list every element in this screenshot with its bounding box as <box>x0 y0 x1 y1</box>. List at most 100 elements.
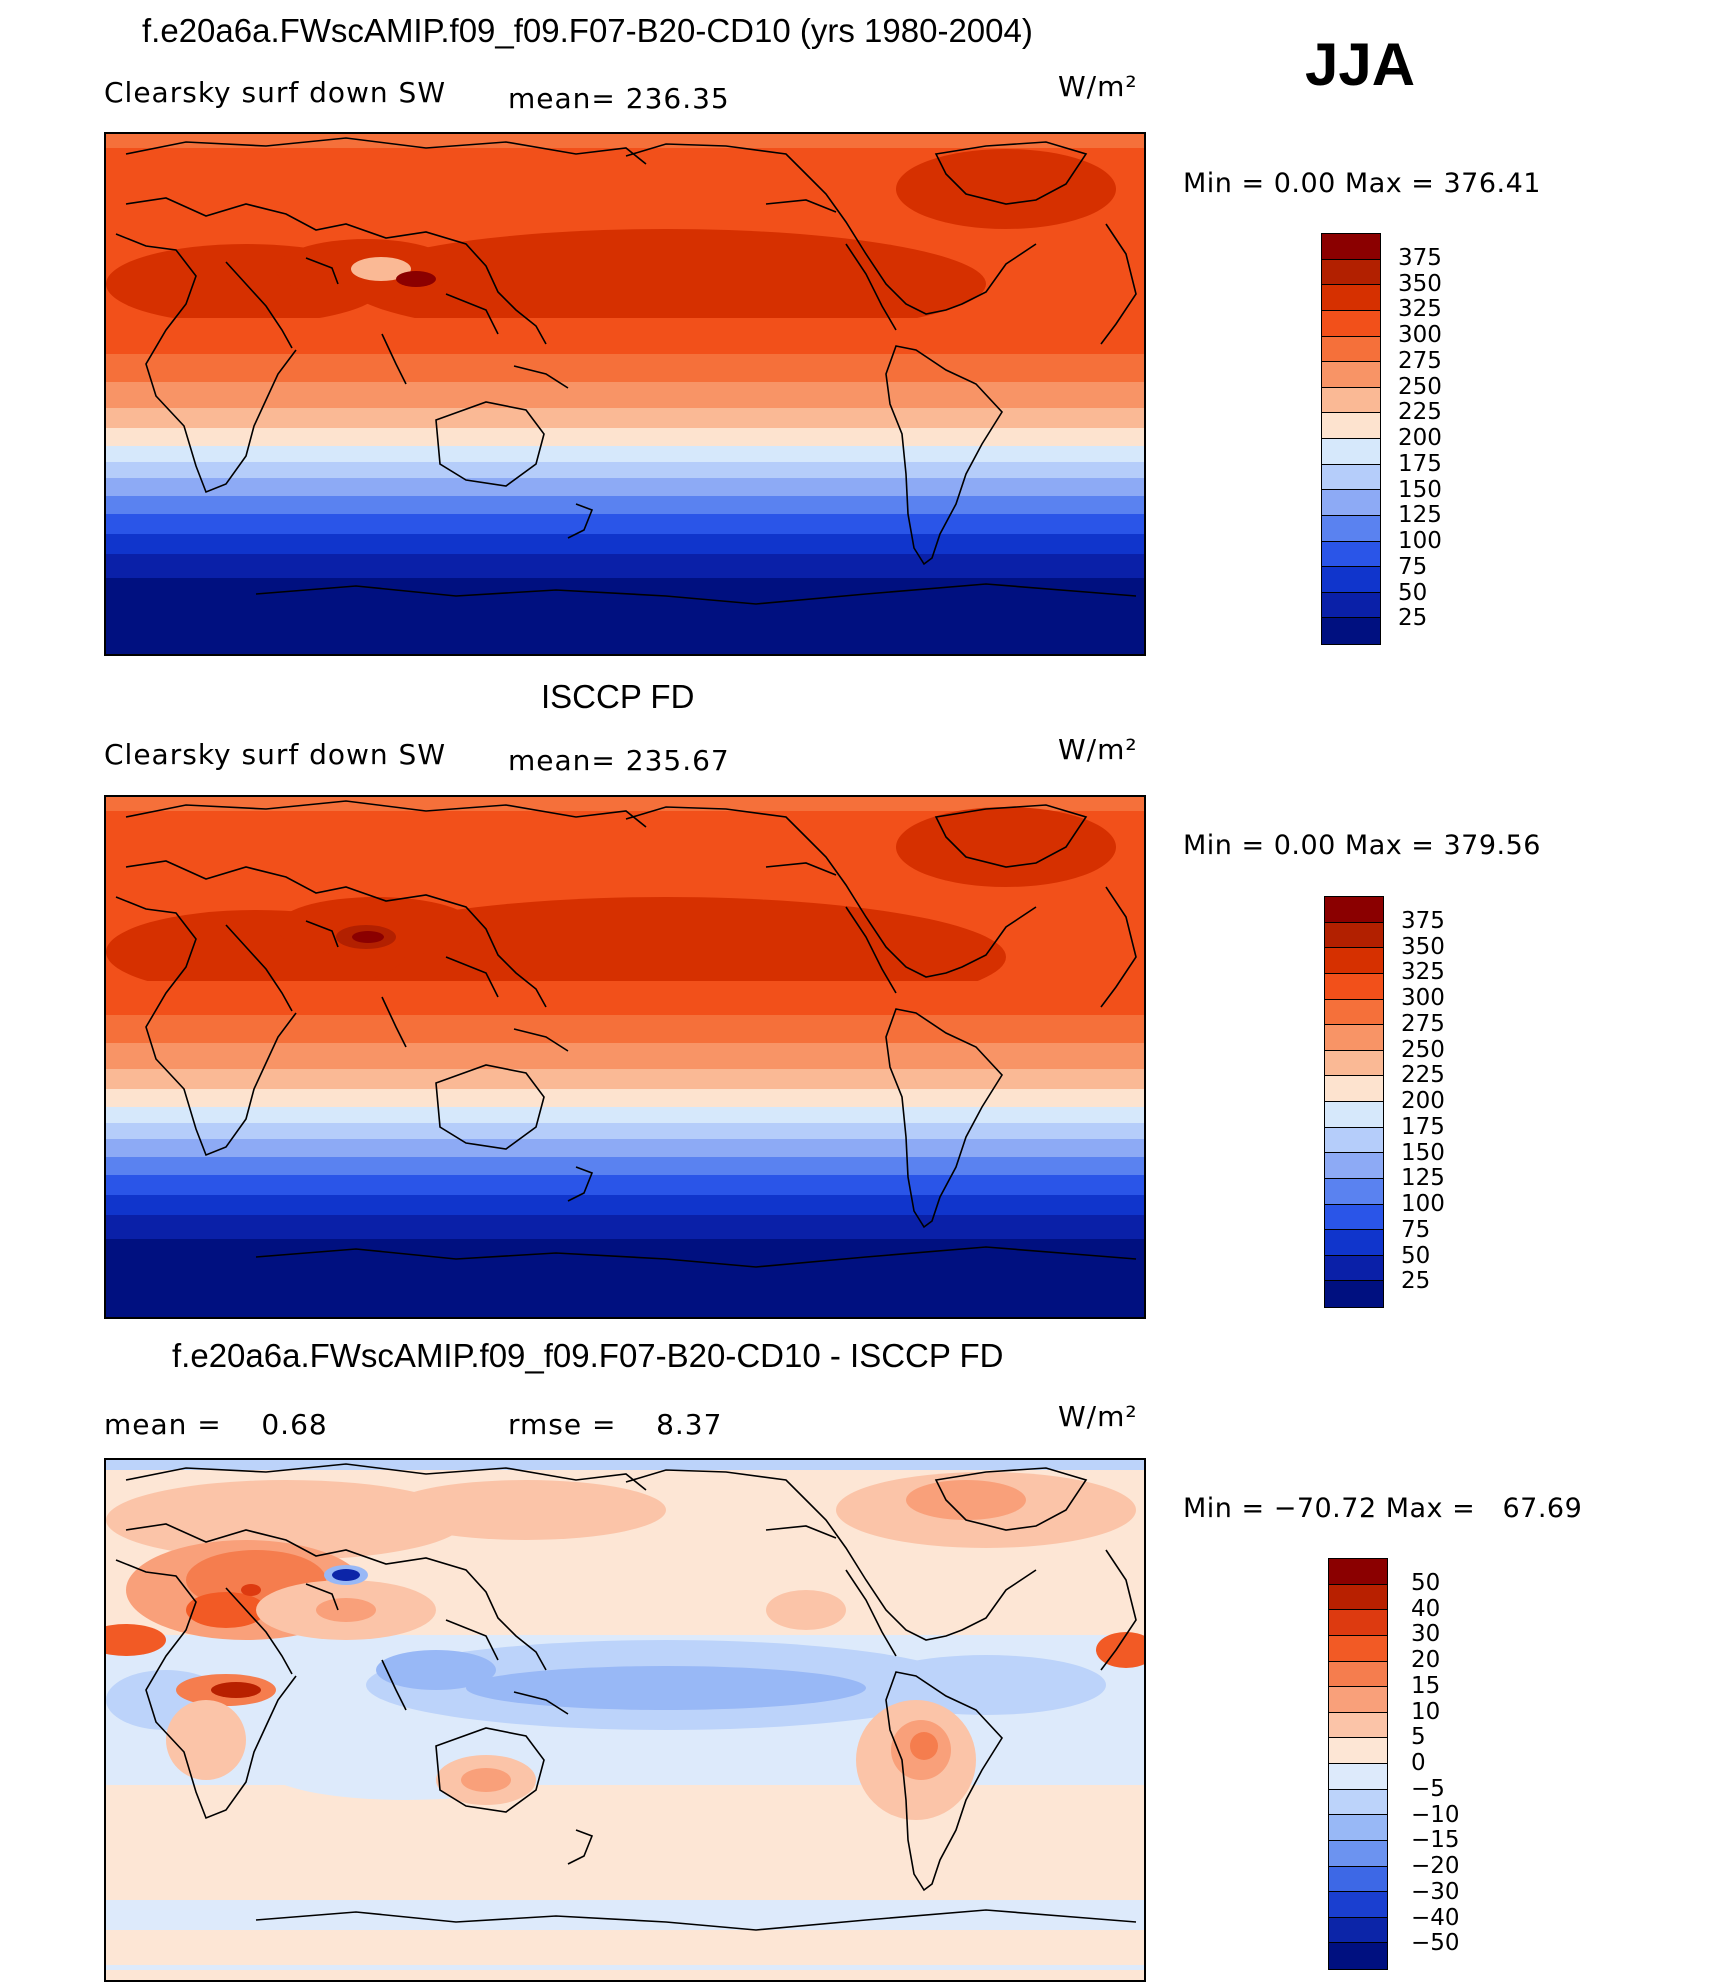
colorbar-tick-label: −15 <box>1411 1827 1460 1854</box>
colorbar-box <box>1329 1866 1387 1893</box>
colorbar-tick-label: 300 <box>1401 985 1445 1011</box>
colorbar-box <box>1322 592 1380 619</box>
colorbar-box <box>1329 1610 1387 1636</box>
colorbar-box <box>1325 897 1383 923</box>
panel-1-units: W/m² <box>1058 70 1138 103</box>
panel-1-variable: Clearsky surf down SW <box>104 76 447 109</box>
colorbar-box <box>1329 1764 1387 1790</box>
colorbar-box <box>1329 1917 1387 1944</box>
colorbar-tick-label: 350 <box>1401 933 1445 960</box>
colorbar-box <box>1325 1050 1383 1077</box>
colorbar-tick-label: 375 <box>1398 244 1442 271</box>
colorbar-box <box>1322 310 1380 337</box>
panel-3-colorbar <box>1328 1558 1388 1970</box>
colorbar-tick-label: 5 <box>1411 1724 1426 1751</box>
colorbar-tick-label: −50 <box>1411 1930 1460 1957</box>
colorbar-tick-label: 125 <box>1401 1165 1445 1192</box>
colorbar-box <box>1322 515 1380 542</box>
panel-1-field <box>106 134 1144 654</box>
panel-1-title: f.e20a6a.FWscAMIP.f09_f09.F07-B20-CD10 (… <box>142 12 1033 49</box>
panel-3-field <box>106 1460 1144 1980</box>
colorbar-box <box>1322 234 1380 260</box>
panel-3-colorbar-labels: 50 40 30 20 15 10 5 0 −5 −10 −15 −20 −30 −40 −50 <box>1411 0 1460 1955</box>
colorbar-box <box>1322 618 1380 644</box>
colorbar-box <box>1322 285 1380 311</box>
colorbar-tick-label: 375 <box>1401 907 1445 934</box>
colorbar-tick-label: 225 <box>1401 1062 1445 1089</box>
colorbar-box <box>1329 1712 1387 1739</box>
colorbar-box <box>1325 948 1383 974</box>
colorbar-tick-label: 300 <box>1398 322 1442 348</box>
colorbar-box <box>1329 1892 1387 1918</box>
colorbar-box <box>1329 1840 1387 1867</box>
colorbar-box <box>1322 336 1380 363</box>
colorbar-box <box>1325 1178 1383 1205</box>
colorbar-tick-label: 125 <box>1398 502 1442 529</box>
colorbar-box <box>1329 1738 1387 1764</box>
panel-3-map <box>104 1458 1146 1982</box>
colorbar-box <box>1329 1584 1387 1611</box>
panel-1-map <box>104 132 1146 656</box>
colorbar-box <box>1325 1127 1383 1154</box>
panel-2-title: ISCCP FD <box>541 678 695 715</box>
colorbar-box <box>1322 387 1380 414</box>
colorbar-tick-label: 325 <box>1398 296 1442 323</box>
panel-3-minmax: Min = −70.72 Max = 67.69 <box>1183 1493 1583 1524</box>
colorbar-tick-label: −20 <box>1411 1853 1460 1879</box>
panel-3-rmse: rmse = 8.37 <box>508 1408 723 1441</box>
colorbar-tick-label: 175 <box>1401 1113 1445 1140</box>
colorbar-tick-label: −5 <box>1411 1775 1445 1802</box>
colorbar-tick-label: 10 <box>1411 1698 1441 1725</box>
colorbar-box <box>1322 362 1380 388</box>
panel-3-mean: mean = 0.68 <box>104 1408 328 1441</box>
colorbar-tick-label: 275 <box>1398 347 1442 374</box>
colorbar-tick-label: 0 <box>1411 1750 1426 1776</box>
colorbar-tick-label: 30 <box>1411 1621 1441 1648</box>
colorbar-box <box>1325 1076 1383 1102</box>
season-label: JJA <box>1305 31 1416 98</box>
colorbar-box <box>1325 1230 1383 1256</box>
panel-2-map <box>104 795 1146 1319</box>
panel-1-colorbar-labels: 375 350 325 300 275 250 225 200 175 150 125 100 75 50… <box>1398 0 1442 630</box>
panel-2-variable: Clearsky surf down SW <box>104 738 447 771</box>
colorbar-tick-label: 50 <box>1398 579 1428 606</box>
colorbar-tick-label: 200 <box>1398 425 1442 451</box>
colorbar-box <box>1329 1635 1387 1662</box>
colorbar-tick-label: 75 <box>1398 553 1428 580</box>
colorbar-tick-label: 150 <box>1401 1139 1445 1166</box>
colorbar-box <box>1325 922 1383 949</box>
colorbar-tick-label: 250 <box>1401 1036 1445 1063</box>
panel-2-mean: mean= 235.67 <box>508 744 730 777</box>
colorbar-tick-label: 25 <box>1401 1268 1431 1295</box>
colorbar-box <box>1325 1025 1383 1051</box>
colorbar-box <box>1322 490 1380 516</box>
colorbar-box <box>1325 1281 1383 1307</box>
colorbar-box <box>1325 1255 1383 1282</box>
colorbar-tick-label: 175 <box>1398 450 1442 477</box>
colorbar-tick-label: 25 <box>1398 605 1428 632</box>
colorbar-tick-label: 150 <box>1398 476 1442 503</box>
colorbar-tick-label: 200 <box>1401 1088 1445 1114</box>
colorbar-tick-label: 40 <box>1411 1595 1441 1622</box>
panel-2-colorbar-labels: 375 350 325 300 275 250 225 200 175 150 125 100 75 50… <box>1401 0 1445 1293</box>
colorbar-box <box>1325 973 1383 1000</box>
colorbar-tick-label: 50 <box>1411 1569 1441 1596</box>
colorbar-box <box>1322 413 1380 439</box>
panel-2-colorbar <box>1324 896 1384 1308</box>
panel-2-units: W/m² <box>1058 733 1138 766</box>
colorbar-box <box>1329 1815 1387 1841</box>
colorbar-box <box>1329 1687 1387 1713</box>
colorbar-box <box>1322 567 1380 593</box>
colorbar-tick-label: 75 <box>1401 1216 1431 1243</box>
panel-3-units: W/m² <box>1058 1400 1138 1433</box>
colorbar-box <box>1322 439 1380 465</box>
colorbar-tick-label: −40 <box>1411 1904 1460 1931</box>
colorbar-box <box>1322 464 1380 491</box>
colorbar-tick-label: 350 <box>1398 270 1442 297</box>
colorbar-box <box>1325 1153 1383 1179</box>
colorbar-tick-label: 100 <box>1401 1191 1445 1217</box>
colorbar-tick-label: −30 <box>1411 1878 1460 1905</box>
panel-1-minmax: Min = 0.00 Max = 376.41 <box>1183 168 1541 199</box>
colorbar-box <box>1325 1102 1383 1128</box>
colorbar-box <box>1322 541 1380 568</box>
